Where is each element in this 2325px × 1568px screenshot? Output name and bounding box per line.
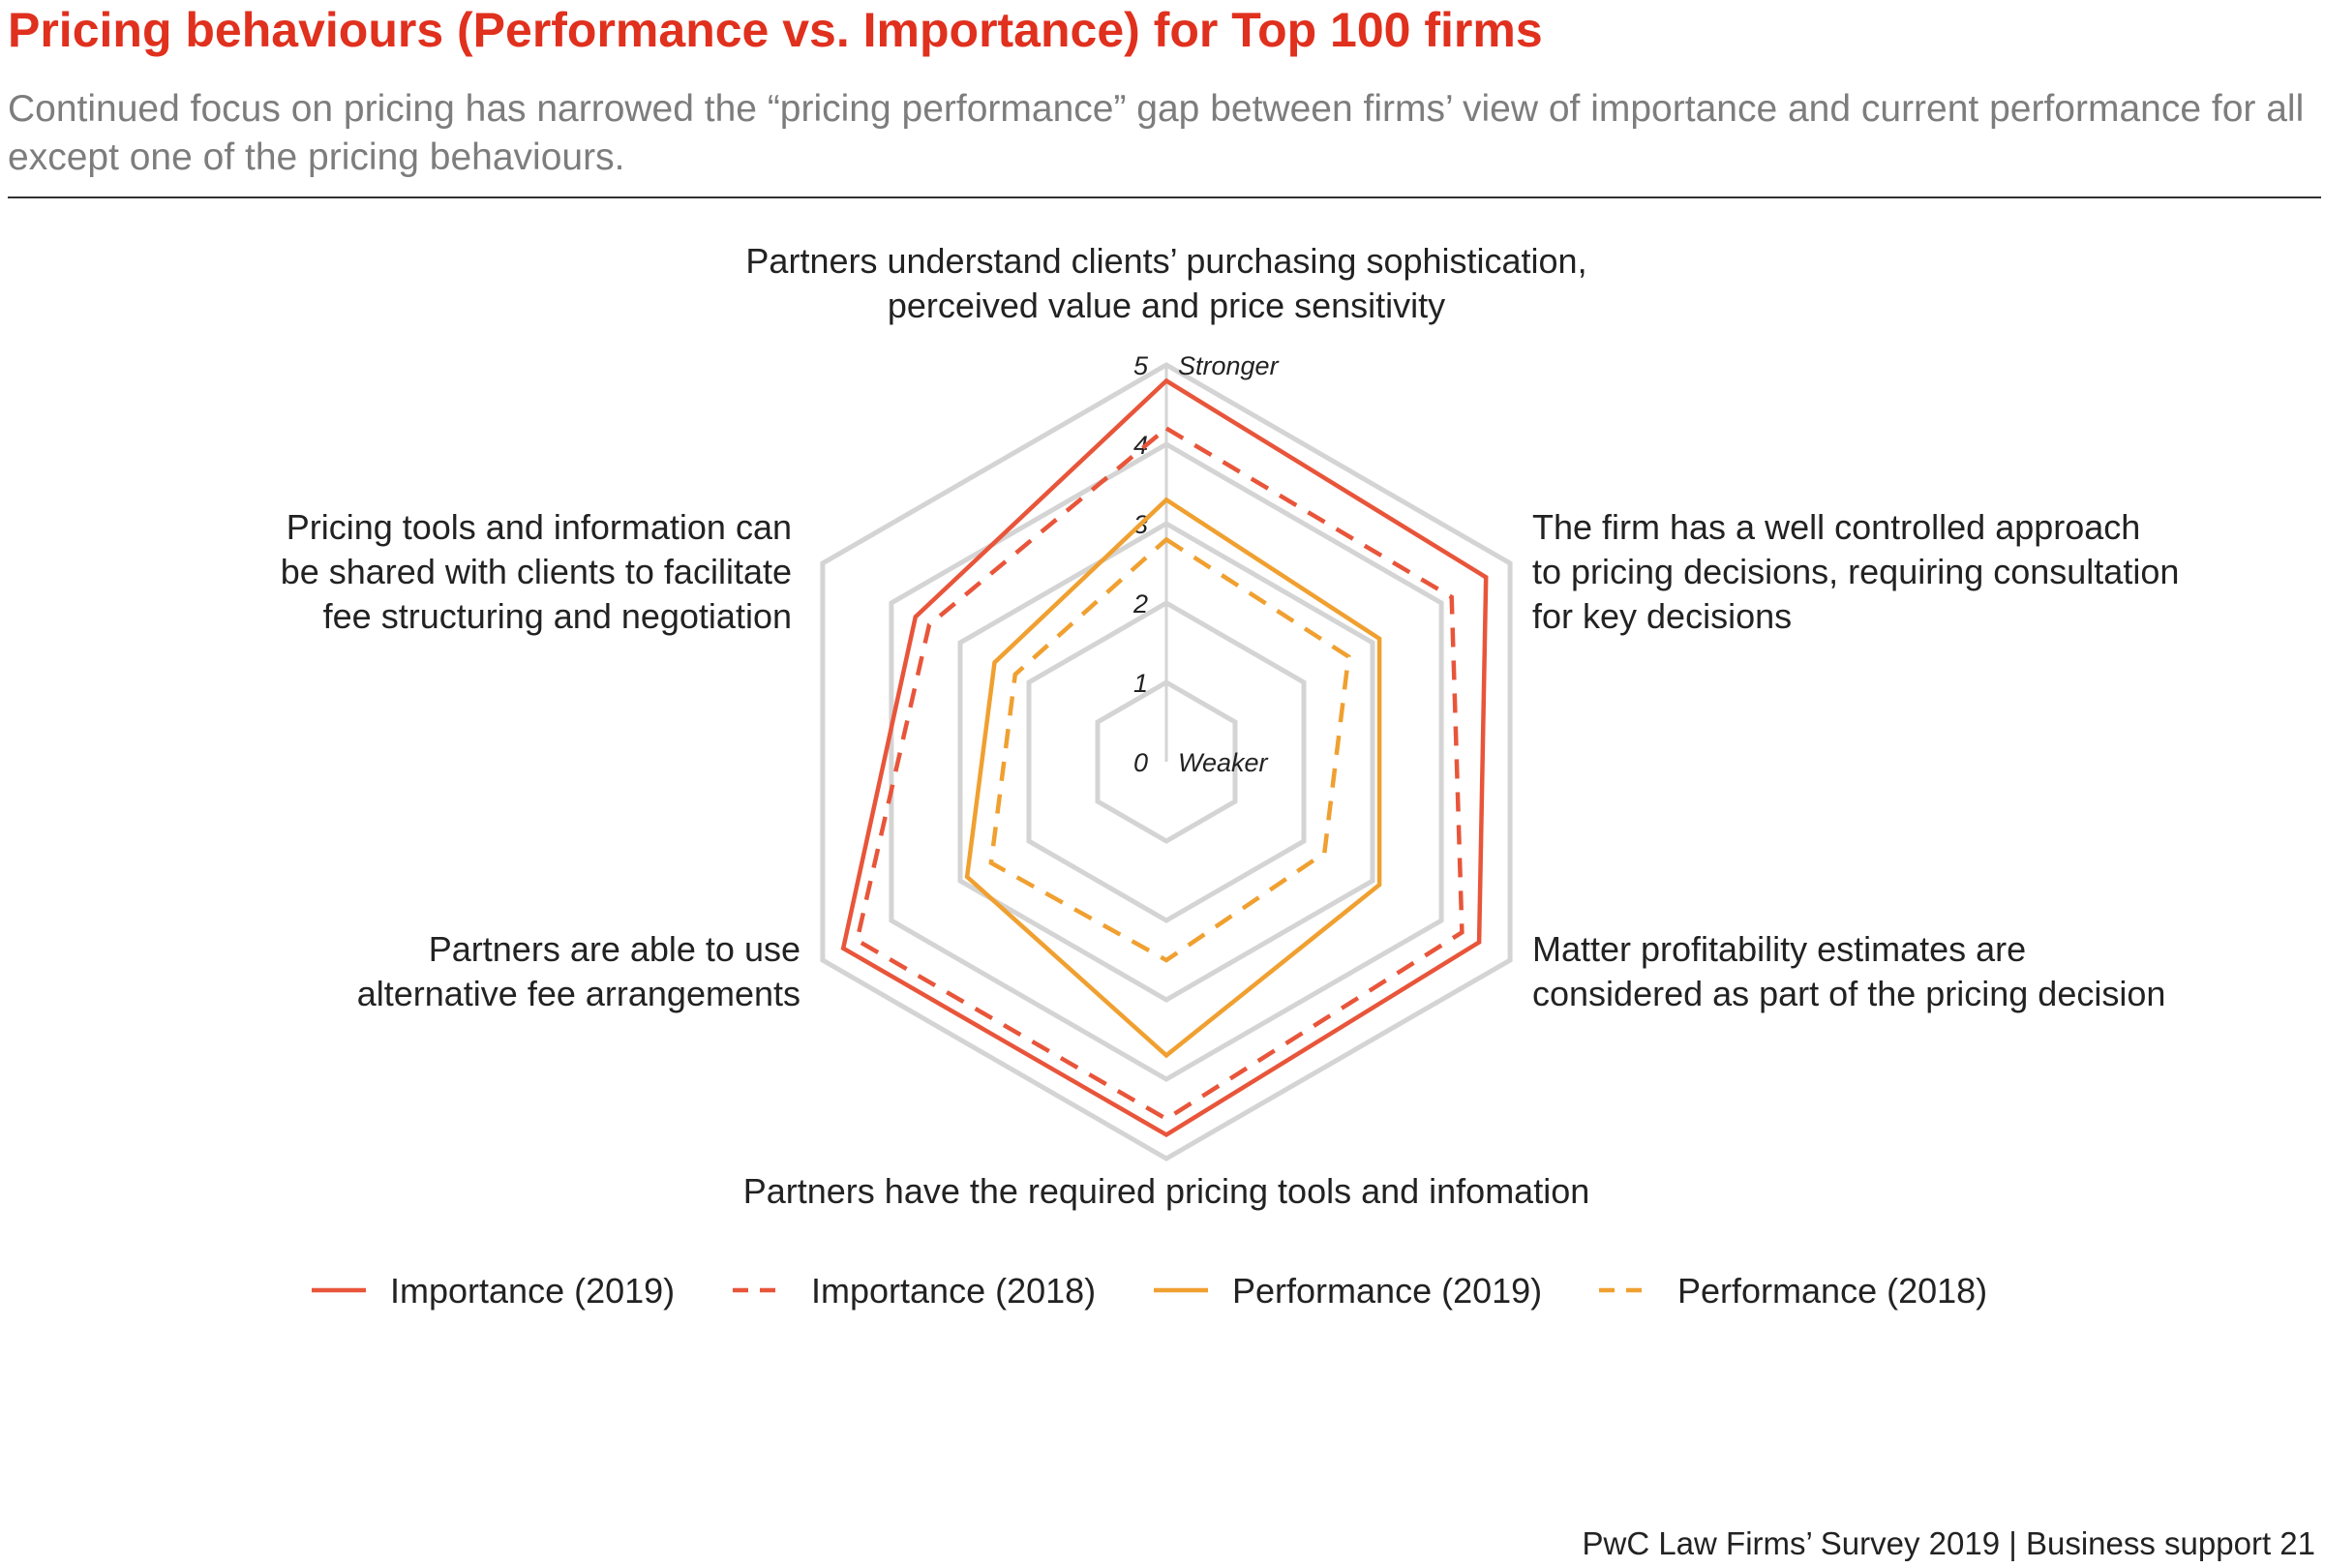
axis-label-4: Partners are able to use alternative fee … [357,929,800,1013]
legend-label-2: Performance (2019) [1232,1271,1542,1311]
tick-label-2: 2 [1132,589,1148,618]
axis-label-1: The firm has a well controlled approach t… [1532,507,2179,636]
tick-label-5: 5 [1133,351,1149,380]
axis-label-3: Partners have the required pricing tools… [743,1171,1590,1211]
page-title: Pricing behaviours (Performance vs. Impo… [8,3,1543,57]
grid-ring-1 [1095,679,1238,844]
grid-ring-4 [889,441,1444,1082]
page-subtitle: Continued focus on pricing has narrowed … [8,88,2305,178]
series-line-0 [840,377,1489,1138]
grid-ring-5 [820,362,1513,1161]
legend-label-0: Importance (2019) [390,1271,675,1311]
header-divider [8,196,2321,198]
legend-label-1: Importance (2018) [811,1271,1096,1311]
series-line-1 [854,425,1464,1122]
weaker-label: Weaker [1178,748,1269,777]
grid-ring-3 [957,521,1375,1003]
grid-ring-2 [1026,600,1307,923]
series-line-3 [988,536,1351,963]
axis-label-2: Matter profitability estimates are consid… [1532,929,2165,1013]
stronger-label: Stronger [1178,351,1280,380]
tick-label-4: 4 [1133,431,1148,460]
tick-label-0: 0 [1133,748,1148,777]
axis-label-5: Pricing tools and information can be shar… [281,507,792,636]
series-line-2 [964,497,1382,1059]
tick-label-1: 1 [1133,669,1148,698]
page-footer: PwC Law Firms’ Survey 2019 | Business su… [1582,1525,2315,1561]
legend-label-3: Performance (2018) [1677,1271,1987,1311]
axis-label-0: Partners understand clients’ purchasing … [745,241,1586,325]
